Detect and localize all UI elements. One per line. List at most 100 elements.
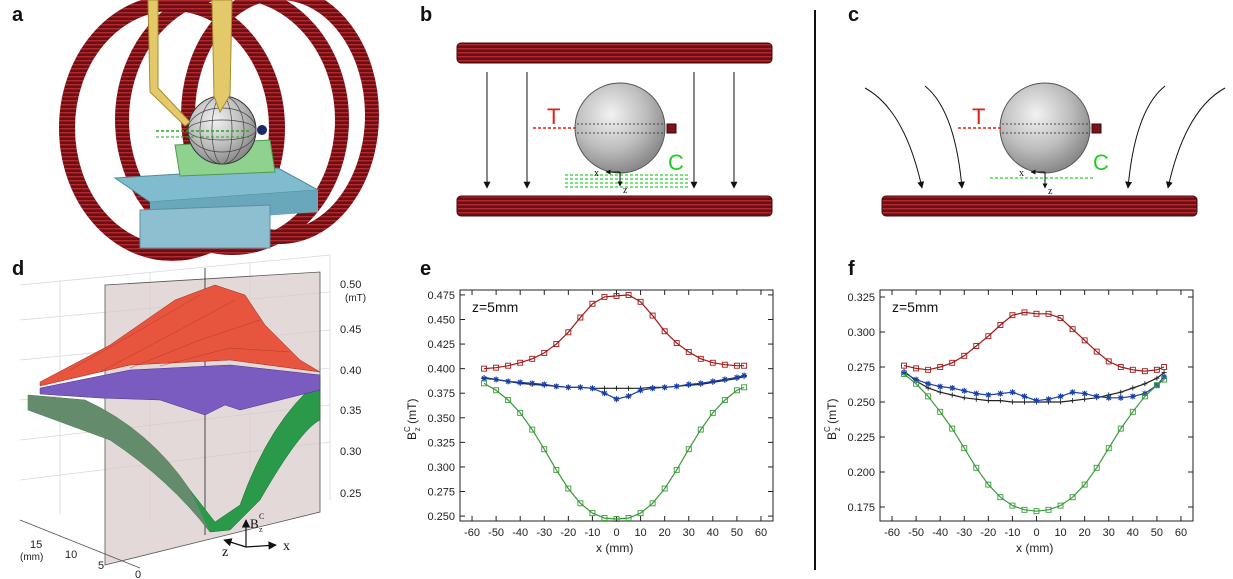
chart-e-xtick-label: 40: [707, 527, 719, 539]
chart-e-series-2-point: [493, 376, 500, 383]
chart-f-series-3-point: [1045, 506, 1052, 513]
chart-e-series-3-point: [741, 384, 748, 391]
chart-f-series-3-point: [1153, 382, 1160, 389]
chart-f-xtick-label: -20: [980, 527, 996, 539]
chart-e-series-2-point: [685, 381, 692, 388]
chart-e-series-0-point: [505, 362, 512, 369]
panel-a-rendering: [42, 0, 379, 261]
chart-f-series-3-point: [1093, 464, 1100, 471]
chart-e-series-1-point: [626, 385, 632, 391]
d-zlabel-3: 0.35: [340, 405, 361, 417]
chart-e-xtick-label: 20: [659, 527, 671, 539]
chart-f-series-3-point: [1117, 425, 1124, 432]
chart-f-series-0-point: [1069, 326, 1076, 333]
chart-e-xtick-label: 0: [613, 527, 619, 539]
chart-e-series-3-point: [697, 426, 704, 433]
chart-f-series-2-point: [1033, 397, 1040, 404]
chart-e-series-3-point: [565, 485, 572, 492]
d-zlabel-1: 0.45: [340, 324, 361, 336]
chart-f-ytick-label: 0.225: [847, 432, 875, 444]
chart-e-xtick-label: -40: [512, 527, 528, 539]
chart-f-series-0-point: [973, 343, 980, 349]
chart-e-annotation: z=5mm: [472, 299, 518, 315]
chart-e-series-0-point: [625, 291, 632, 298]
chart-e-xtick-label: 60: [755, 527, 767, 539]
chart-f-xtick-label: 50: [1151, 527, 1163, 539]
chart-f-series-3-point: [913, 380, 920, 387]
chart-f-series-0-point: [1021, 309, 1028, 316]
chart-f-xtick-label: 10: [1054, 527, 1066, 539]
chart-e-series-3-point: [673, 466, 680, 473]
chart-f-series-0-point: [985, 333, 992, 340]
chart-e-series-0-point: [649, 312, 656, 319]
chart-f-series-3-point: [937, 408, 944, 415]
d-axis-b: B: [250, 516, 259, 531]
chart-e-frame: [459, 289, 774, 522]
chart-e-series-2-point: [505, 378, 512, 385]
chart-e-series-3-point: [733, 387, 740, 394]
chart-f-ytick-label: 0.275: [847, 362, 875, 374]
chart-f-ytick-label: 0.325: [847, 292, 875, 304]
chart-e-series-0-point: [517, 359, 524, 366]
chart-e-series-2-point: [733, 374, 740, 381]
chart-f-series-3-line: [903, 373, 1165, 512]
chart-f-series-1-point: [1070, 398, 1076, 404]
coil-ring-front: [59, 0, 285, 261]
chart-e-series-2-point: [741, 372, 748, 379]
chart-f-annotation: z=5mm: [892, 299, 938, 315]
chart-e-xtick-label: -50: [488, 527, 504, 539]
chart-e-series-2-point: [541, 381, 548, 388]
chart-f-ytick-label: 0.300: [847, 327, 875, 339]
chart-e-series-3-point: [637, 510, 644, 517]
x-label-b: x: [594, 168, 599, 179]
chart-f-series-2-point: [973, 390, 980, 397]
chart-f-series-3-point: [985, 481, 992, 488]
chart-f-series-0-point: [1117, 364, 1124, 370]
chart-e: z=5mm x (mm) BCz (mT) -60 -50 -40 -30 -20 -10…: [403, 289, 774, 555]
chart-e-ytick-label: 0.275: [427, 487, 455, 499]
chart-e-series-0-point: [553, 341, 560, 348]
chart-e-series-2-point: [565, 384, 572, 391]
chart-f-series-3-point: [961, 445, 968, 452]
chart-f-series-2-point: [985, 392, 992, 398]
chart-e-series-2-point: [661, 384, 668, 391]
chart-f-series-2-point: [1069, 389, 1076, 396]
chart-f-series-3-point: [1069, 494, 1076, 501]
chart-f-series-3-point: [1141, 393, 1148, 400]
surface-purple: [39, 364, 321, 416]
chart-e-series-3-point: [649, 500, 656, 507]
d-depth-unit: (mm): [20, 552, 43, 563]
chart-f-series-1-point: [949, 392, 955, 398]
z-label-b: z: [623, 185, 628, 196]
chart-e-series-2-point: [481, 375, 488, 382]
d-axis-b-sub: z: [259, 525, 263, 534]
chart-f-xtick-label: 0: [1033, 527, 1039, 539]
chart-f-series-3-point: [949, 425, 956, 432]
chart-e-series-3-point: [517, 409, 524, 416]
chart-f-series-1-point: [961, 395, 967, 401]
chart-f-series-3-point: [1081, 481, 1088, 488]
chart-e-series-3-point: [553, 466, 560, 473]
chart-f-series-0-point: [961, 352, 968, 359]
chart-e-series-0-point: [741, 362, 748, 369]
panel-d-surface: 0.50 (mT) 0.45 0.40 0.35 0.30 0.25 15 (m…: [19, 254, 366, 579]
chart-f-series-1-point: [937, 389, 943, 395]
chart-f-series-2-point: [949, 385, 956, 391]
chart-e-series-3-point: [613, 516, 620, 522]
chart-f: z=5mm x (mm) BCz (mT) -60 -50 -40 -30 -20 -10…: [823, 289, 1194, 555]
chart-f-series-2-point: [1129, 393, 1136, 400]
chart-e-series-2-line: [484, 374, 745, 400]
chart-f-series-0-point: [1093, 348, 1100, 355]
chart-f-series-1-point: [997, 398, 1003, 404]
probe-left: [147, 0, 191, 127]
chart-f-series-0-point: [937, 364, 944, 370]
c-label-c: C: [1093, 150, 1109, 175]
panel-label-c: c: [848, 4, 860, 26]
chart-e-series-2-point: [697, 380, 704, 387]
chart-f-series-2-point: [1093, 393, 1100, 400]
chart-e-series-3-point: [661, 485, 668, 492]
chart-f-series-2-point: [961, 387, 968, 394]
chart-e-ytick-label: 0.475: [427, 290, 455, 302]
t-label-b: T: [547, 104, 560, 129]
chart-e-xtick-label: -20: [560, 527, 576, 539]
